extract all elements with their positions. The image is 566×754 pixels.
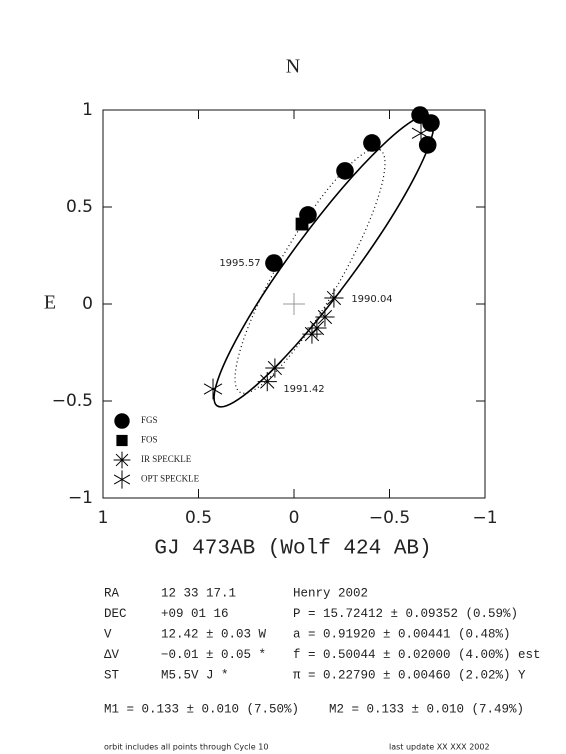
marker-circle xyxy=(265,254,283,272)
point xyxy=(336,162,354,180)
legend-marker xyxy=(113,470,131,489)
legend-marker xyxy=(113,451,131,469)
x-tick-label: 1 xyxy=(98,508,109,528)
info-text: −0.01 ± 0.05 * xyxy=(161,648,266,662)
y-tick-label: 0 xyxy=(82,294,93,314)
orbit-true xyxy=(234,148,386,394)
marker-arm xyxy=(326,290,342,306)
info-text: M5.5V J * xyxy=(161,668,229,682)
marker-square xyxy=(295,217,309,231)
y-tick-label: −0.5 xyxy=(52,391,93,411)
point xyxy=(302,324,322,344)
legend-label: IR SPECKLE xyxy=(141,454,192,464)
orbit-true-ellipse xyxy=(234,148,386,394)
info-text: V xyxy=(104,627,112,641)
x-tick-label: 0 xyxy=(289,508,300,528)
y-tick-label: −1 xyxy=(68,488,93,508)
point xyxy=(265,254,283,272)
footer-text: orbit includes all points through Cycle … xyxy=(104,743,268,752)
marker-arm xyxy=(113,474,131,485)
legend-marker xyxy=(114,413,130,429)
marker-arm xyxy=(260,374,275,389)
east-label: E xyxy=(44,292,56,314)
point xyxy=(295,217,309,231)
point xyxy=(307,318,327,338)
legend-marker xyxy=(116,434,128,447)
marker-square xyxy=(116,434,128,447)
info-text: 12.42 ± 0.03 W xyxy=(161,627,267,641)
marker-arm xyxy=(203,383,223,395)
marker-arm xyxy=(317,309,333,325)
point xyxy=(418,136,437,154)
point xyxy=(411,122,431,144)
point xyxy=(203,378,223,400)
y-tick-label: 0.5 xyxy=(66,197,93,217)
info-text: 12 33 17.1 xyxy=(161,586,236,600)
legend-label: OPT SPECKLE xyxy=(141,474,200,484)
chart-title: GJ 473AB (Wolf 424 AB) xyxy=(154,538,431,561)
x-tick-label: −0.5 xyxy=(369,508,410,528)
info-text: P = 15.72412 ± 0.09352 (0.59%) xyxy=(293,607,518,621)
info-text: ST xyxy=(104,668,120,682)
marker-circle xyxy=(363,134,381,152)
north-label: N xyxy=(286,56,300,78)
annotation: 1991.42 xyxy=(283,384,324,395)
legend-label: FGS xyxy=(141,415,158,425)
marker-circle xyxy=(422,114,440,132)
info-text: a = 0.91920 ± 0.00441 (0.48%) xyxy=(293,627,511,641)
marker-arm xyxy=(411,127,431,139)
mass-text: M1 = 0.133 ± 0.010 (7.50%) xyxy=(104,702,299,716)
info-text: RA xyxy=(104,586,120,600)
point xyxy=(257,372,277,392)
annotation: 1990.04 xyxy=(351,294,392,305)
marker-circle xyxy=(114,413,130,429)
info-text: f = 0.50044 ± 0.02000 (4.00%) est xyxy=(293,648,541,662)
footer-text: last update XX XXX 2002 xyxy=(389,743,490,752)
annotation: 1995.57 xyxy=(219,258,260,269)
legend-label: FOS xyxy=(141,435,158,445)
x-tick-label: 0.5 xyxy=(185,508,212,528)
point xyxy=(324,288,344,308)
marker-circle xyxy=(418,136,437,154)
point xyxy=(315,307,335,327)
marker-circle xyxy=(336,162,354,180)
info-text: DEC xyxy=(104,607,127,621)
mass-text: M2 = 0.133 ± 0.010 (7.49%) xyxy=(329,702,524,716)
marker-arm xyxy=(304,326,320,342)
info-text: Henry 2002 xyxy=(293,586,368,600)
point xyxy=(265,358,285,378)
info-text: π = 0.22790 ± 0.00460 (2.02%) Y xyxy=(293,668,526,682)
marker-arm xyxy=(267,360,283,376)
marker-arm xyxy=(115,453,129,467)
x-tick-label: −1 xyxy=(472,508,497,528)
point xyxy=(422,114,440,132)
y-tick-label: 1 xyxy=(82,100,93,120)
point xyxy=(363,134,381,152)
info-text: +09 01 16 xyxy=(161,607,229,621)
info-text: ΔV xyxy=(104,648,120,662)
